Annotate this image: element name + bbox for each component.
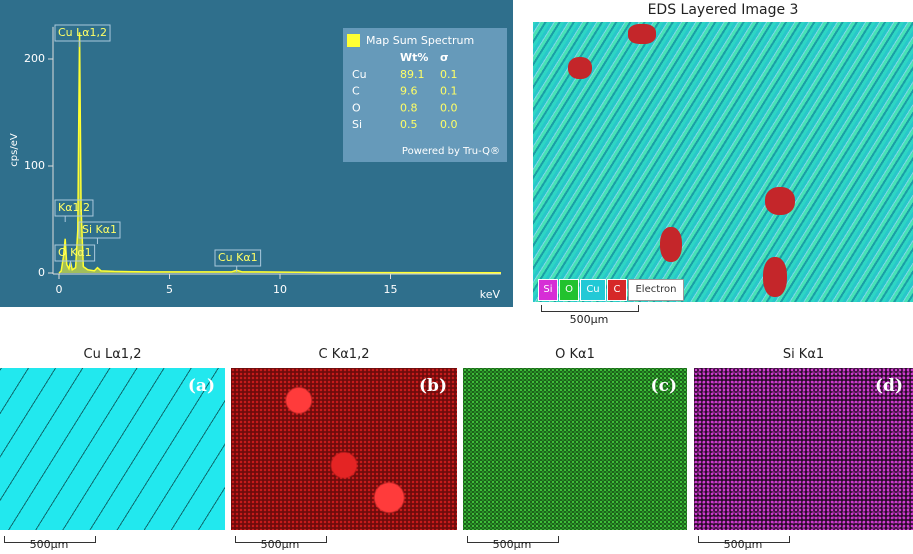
layered-title: EDS Layered Image 3: [647, 2, 799, 18]
x-tick-label: 0: [56, 283, 63, 296]
legend-element: O: [352, 101, 361, 114]
panel-letter: (a): [187, 376, 215, 396]
peak-label: Kα1,2: [54, 199, 94, 217]
panel-letter: (c): [650, 376, 677, 396]
scale-bar: [698, 536, 790, 543]
peak-label: Cu Kα1: [214, 249, 262, 267]
blob: [628, 24, 656, 44]
peak-label-text: Cu Kα1: [218, 251, 258, 264]
x-tick-label: 15: [384, 283, 398, 296]
legend-box: [343, 28, 507, 162]
legend-value: 0.0: [440, 118, 458, 131]
chip: Cu: [580, 279, 606, 301]
blob: [763, 257, 787, 297]
x-axis-label: keV: [480, 288, 501, 301]
legend-value: 0.1: [440, 85, 458, 98]
scale-label: 500µm: [492, 538, 532, 551]
panel-letter: (d): [875, 376, 903, 396]
scale-bar: [541, 305, 639, 312]
scale-bar: [4, 536, 96, 543]
chip: C: [607, 279, 627, 301]
blob: [660, 227, 682, 262]
blob: [568, 57, 592, 79]
legend-element: Cu: [352, 68, 367, 81]
x-tick-label: 10: [273, 283, 287, 296]
chip: Si: [538, 279, 558, 301]
peak-label-box: [54, 24, 111, 42]
peak-label-text: Kα1,2: [58, 201, 90, 214]
scale-label: 500µm: [723, 538, 763, 551]
peak-label: Cu Lα1,2: [54, 24, 111, 42]
y-tick-label: 200: [24, 52, 45, 65]
peak-label: Si Kα1: [78, 221, 121, 239]
legend-value: 0.0: [440, 101, 458, 114]
legend-value: 0.5: [400, 118, 418, 131]
legend-swatch: [347, 34, 360, 47]
x-tick-label: 5: [166, 283, 173, 296]
legend-value: 9.6: [400, 85, 418, 98]
scale-bar: [235, 536, 327, 543]
layered-image: [533, 22, 913, 302]
peak-label: O Kα1: [54, 244, 96, 262]
legend-label: Map Sum Spectrum: [366, 34, 474, 47]
map-image: (b): [231, 368, 457, 530]
map-image: (d): [694, 368, 913, 530]
peak-label-box: [54, 199, 94, 217]
scale-label: 500µm: [569, 313, 609, 326]
panel-letter: (b): [419, 376, 447, 396]
map-title: Cu Lα1,2: [83, 347, 142, 362]
legend-header: Wt%: [400, 51, 428, 64]
peak-label-text: O Kα1: [58, 246, 92, 259]
map-image: (a): [0, 368, 225, 530]
blob: [765, 187, 795, 215]
legend-footer: Powered by Tru-Q®: [402, 146, 500, 157]
y-axis-label: cps/eV: [9, 133, 20, 167]
peak-label-box: [78, 221, 121, 239]
spectrum-line: [58, 32, 502, 274]
map-image: (c): [463, 368, 687, 530]
peak-label-text: Si Kα1: [82, 223, 117, 236]
map-title: Si Kα1: [782, 347, 825, 362]
scale-label: 500µm: [29, 538, 69, 551]
peak-label-text: Cu Lα1,2: [58, 26, 107, 39]
peak-label-box: [214, 249, 262, 267]
map-title: C Kα1,2: [318, 347, 370, 362]
legend-element: Si: [352, 118, 362, 131]
chip: Electron: [628, 279, 684, 301]
spectrum-chart: Map Sum Spectrum Wt% σ Powered by Tru-Q®…: [0, 0, 513, 307]
scale-label: 500µm: [260, 538, 300, 551]
legend-value: 0.1: [440, 68, 458, 81]
y-tick-label: 100: [24, 159, 45, 172]
y-tick-label: 0: [38, 266, 45, 279]
legend-element: C: [352, 85, 360, 98]
peak-label-box: [54, 244, 96, 262]
legend-header: σ: [440, 51, 449, 64]
legend-value: 0.8: [400, 101, 418, 114]
scale-bar: [467, 536, 559, 543]
chip: O: [559, 279, 579, 301]
map-title: O Kα1: [555, 347, 595, 362]
legend-value: 89.1: [400, 68, 425, 81]
